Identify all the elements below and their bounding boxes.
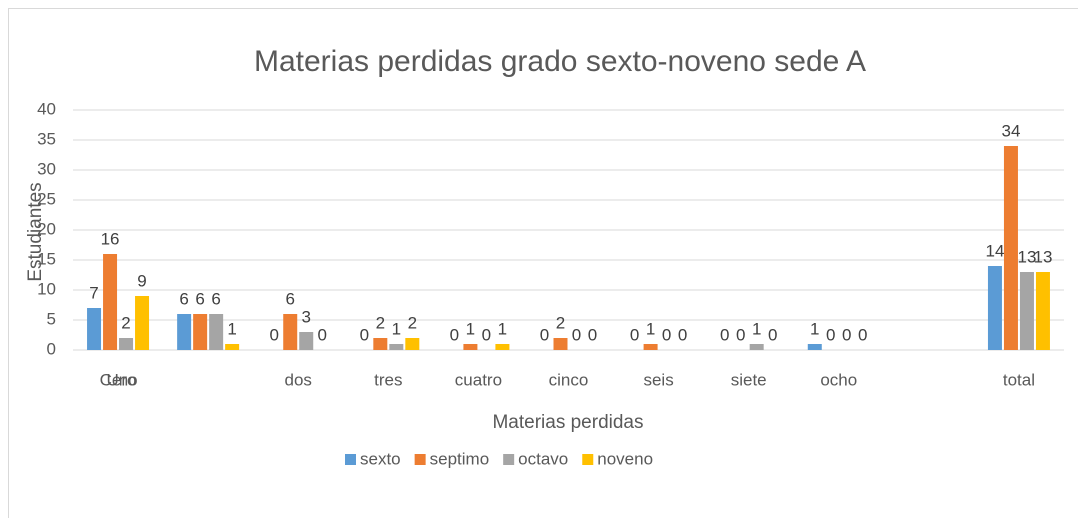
data-label: 6 xyxy=(195,289,204,308)
bar xyxy=(193,314,208,350)
x-tick-label: Cero xyxy=(100,370,137,389)
y-tick-label: 10 xyxy=(37,279,56,298)
data-label: 6 xyxy=(285,289,294,308)
data-label: 0 xyxy=(317,325,326,344)
chart-frame xyxy=(8,8,1078,518)
y-axis-title: Estudiantes xyxy=(25,182,46,281)
legend-label: sexto xyxy=(360,449,401,468)
y-tick-label: 25 xyxy=(37,189,56,208)
y-tick-label: 15 xyxy=(37,249,56,268)
y-tick-label: 5 xyxy=(47,309,56,328)
y-tick-label: 20 xyxy=(37,219,56,238)
data-label: 14 xyxy=(985,241,1004,260)
x-tick-label: seis xyxy=(643,370,673,389)
x-tick-label: dos xyxy=(285,370,312,389)
x-tick-label: siete xyxy=(731,370,767,389)
data-label: 6 xyxy=(211,289,220,308)
legend-swatch xyxy=(414,454,426,465)
bar xyxy=(495,344,510,350)
y-tick-label: 40 xyxy=(37,99,56,118)
bar xyxy=(87,308,102,350)
bar xyxy=(135,296,150,350)
data-label: 6 xyxy=(179,289,188,308)
data-label: 2 xyxy=(408,313,417,332)
bar xyxy=(1019,272,1034,350)
x-tick-label: cinco xyxy=(549,370,589,389)
bar xyxy=(389,344,404,350)
bar xyxy=(373,338,388,350)
data-label: 0 xyxy=(678,325,687,344)
legend-swatch xyxy=(345,454,356,465)
bar xyxy=(103,254,118,350)
data-label: 0 xyxy=(858,325,867,344)
y-tick-label: 30 xyxy=(37,159,56,178)
data-label: 13 xyxy=(1017,247,1036,266)
data-label: 0 xyxy=(842,325,851,344)
bar xyxy=(225,344,240,350)
x-tick-label: Uno xyxy=(106,370,137,389)
bar xyxy=(209,314,224,350)
data-label: 7 xyxy=(89,283,98,302)
bar xyxy=(749,344,764,350)
data-label: 34 xyxy=(1001,121,1020,140)
bar xyxy=(283,314,298,350)
data-label: 2 xyxy=(376,313,385,332)
data-label: 3 xyxy=(301,307,310,326)
legend-swatch xyxy=(582,454,594,465)
data-label: 0 xyxy=(826,325,835,344)
bar xyxy=(807,344,822,350)
x-tick-label: total xyxy=(1003,370,1035,389)
data-label: 0 xyxy=(269,325,278,344)
data-label: 2 xyxy=(121,313,130,332)
bar xyxy=(1035,272,1050,350)
data-label: 0 xyxy=(360,325,369,344)
data-label: 1 xyxy=(227,319,236,338)
bar xyxy=(119,338,134,350)
data-label: 0 xyxy=(720,325,729,344)
data-label: 16 xyxy=(101,229,120,248)
chart-title: Materias perdidas grado sexto-noveno sed… xyxy=(254,45,866,78)
data-label: 0 xyxy=(572,325,581,344)
data-label: 0 xyxy=(540,325,549,344)
bar xyxy=(643,344,658,350)
bar xyxy=(405,338,420,350)
x-tick-label: tres xyxy=(374,370,402,389)
data-label: 1 xyxy=(752,319,761,338)
data-label: 0 xyxy=(768,325,777,344)
data-label: 1 xyxy=(392,319,401,338)
bar xyxy=(1003,146,1018,350)
data-label: 13 xyxy=(1033,247,1052,266)
x-tick-label: cuatro xyxy=(455,370,502,389)
data-label: 9 xyxy=(137,271,146,290)
data-label: 1 xyxy=(646,319,655,338)
x-tick-label: ocho xyxy=(820,370,857,389)
data-label: 1 xyxy=(466,319,475,338)
legend-label: octavo xyxy=(518,449,568,468)
data-label: 0 xyxy=(736,325,745,344)
data-label: 1 xyxy=(810,319,819,338)
bar xyxy=(299,332,314,350)
bar xyxy=(553,338,568,350)
data-label: 0 xyxy=(482,325,491,344)
legend-label: septimo xyxy=(430,449,490,468)
legend-swatch xyxy=(503,454,515,465)
y-tick-label: 0 xyxy=(47,339,56,358)
data-label: 0 xyxy=(588,325,597,344)
bar xyxy=(987,266,1002,350)
y-tick-label: 35 xyxy=(37,129,56,148)
bar xyxy=(177,314,192,350)
data-label: 0 xyxy=(450,325,459,344)
data-label: 0 xyxy=(630,325,639,344)
data-label: 2 xyxy=(556,313,565,332)
data-label: 1 xyxy=(498,319,507,338)
data-label: 0 xyxy=(662,325,671,344)
x-axis-title: Materias perdidas xyxy=(492,412,643,433)
bar xyxy=(463,344,478,350)
legend-label: noveno xyxy=(597,449,653,468)
